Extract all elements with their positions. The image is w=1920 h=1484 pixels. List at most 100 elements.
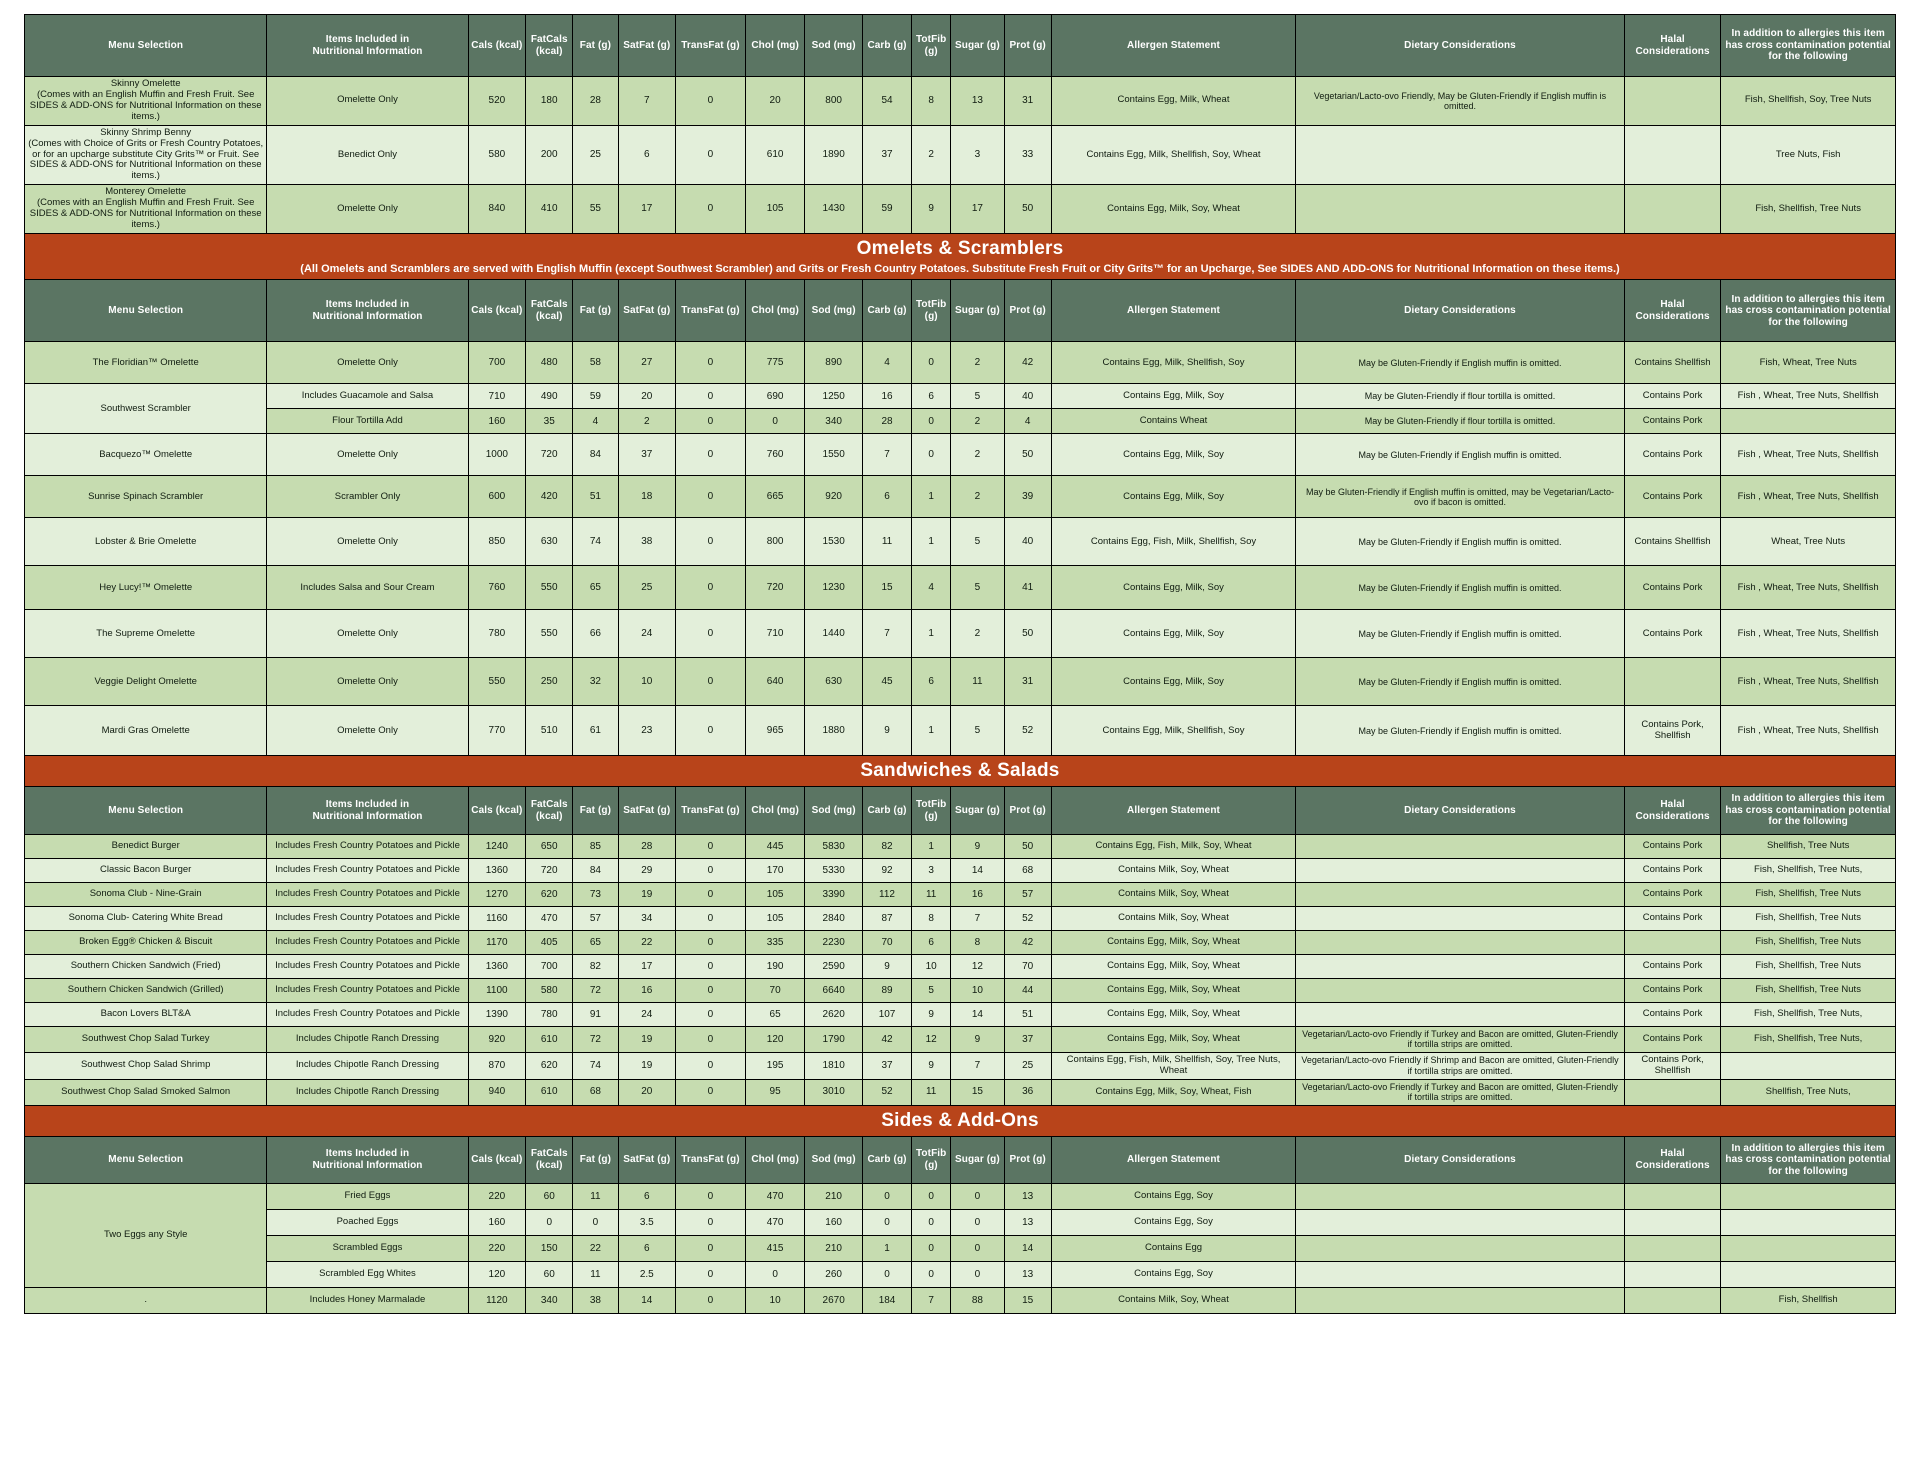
totfib-cell: 1 (911, 517, 952, 567)
menu-selection-cell: Skinny Omelette (Comes with an English Mu… (23, 76, 268, 126)
table-row: Skinny Omelette (Comes with an English Mu… (23, 76, 1896, 126)
column-header-row: Menu Selection Items Included in Nutrition… (23, 279, 1896, 343)
cross-contamination-cell: Fish, Shellfish, Tree Nuts (1720, 905, 1896, 931)
prot-cell: 33 (1003, 124, 1052, 186)
dietary-cell: Vegetarian/Lacto-ovo Friendly if Turkey … (1295, 1025, 1625, 1053)
cals-cell: 1360 (467, 857, 527, 883)
menu-selection-cell: Southwest Chop Salad Shrimp (23, 1051, 268, 1080)
cals-cell: 760 (467, 565, 527, 611)
menu-selection-cell: Monterey Omelette (Comes with an English … (23, 184, 268, 234)
transfat-cell: 0 (675, 383, 746, 410)
fatcals-cell: 490 (525, 383, 574, 410)
chol-header: Chol (mg) (744, 1135, 806, 1184)
fat-cell: 73 (572, 881, 619, 907)
sod-cell: 5830 (804, 833, 863, 859)
sugar-cell: 2 (950, 408, 1005, 435)
items-included-cell: Includes Chipotle Ranch Dressing (266, 1078, 469, 1106)
prot-cell: 50 (1003, 184, 1052, 234)
prot-header: Prot (g) (1003, 279, 1052, 343)
prot-cell: 25 (1003, 1051, 1052, 1080)
cross-contamination-cell: Fish, Shellfish, Tree Nuts, (1720, 857, 1896, 883)
items-included-cell: Flour Tortilla Add (266, 408, 469, 435)
chol-cell: 190 (744, 953, 806, 979)
transfat-header: TransFat (g) (675, 1135, 746, 1184)
menu-selection-cell: Southwest Chop Salad Turkey (23, 1025, 268, 1053)
cross-contamination-cell: Fish , Wheat, Tree Nuts, Shellfish (1720, 565, 1896, 611)
prot-cell: 50 (1003, 833, 1052, 859)
halal-cell (1623, 1287, 1722, 1314)
sod-cell: 6640 (804, 977, 863, 1003)
allergen-cell: Contains Egg, Fish, Milk, Shellfish, Soy… (1050, 1051, 1297, 1080)
satfat-cell: 34 (617, 905, 677, 931)
allergen-cell: Contains Egg, Milk, Soy, Wheat (1050, 1001, 1297, 1027)
carb-cell: 15 (861, 565, 913, 611)
table-row: Skinny Shrimp Benny (Comes with Choice of… (23, 124, 1896, 186)
fat-cell: 84 (572, 433, 619, 477)
carb-header: Carb (g) (861, 14, 913, 77)
prot-cell: 40 (1003, 383, 1052, 410)
dietary-header: Dietary Considerations (1295, 786, 1625, 835)
items-included-cell: Includes Fresh Country Potatoes and Pick… (266, 953, 469, 979)
chol-cell: 0 (744, 408, 806, 435)
fatcals-cell: 470 (525, 905, 574, 931)
sugar-cell: 7 (950, 1051, 1005, 1080)
transfat-cell: 0 (675, 657, 746, 707)
cals-cell: 710 (467, 383, 527, 410)
table-row: Mardi Gras Omelette Omelette Only 770 510 61… (23, 705, 1896, 757)
fatcals-cell: 610 (525, 1025, 574, 1053)
prot-cell: 41 (1003, 565, 1052, 611)
chol-cell: 120 (744, 1025, 806, 1053)
cals-cell: 850 (467, 517, 527, 567)
sugar-cell: 13 (950, 76, 1005, 126)
halal-cell: Contains Pork (1623, 857, 1722, 883)
prot-header: Prot (g) (1003, 14, 1052, 77)
prot-cell: 14 (1003, 1235, 1052, 1262)
transfat-header: TransFat (g) (675, 786, 746, 835)
allergen-cell: Contains Egg, Milk, Shellfish, Soy (1050, 341, 1297, 385)
halal-header: Halal Considerations (1623, 1135, 1722, 1184)
cross-contamination-cell (1720, 1261, 1896, 1288)
allergen-cell: Contains Milk, Soy, Wheat (1050, 857, 1297, 883)
totfib-cell: 0 (911, 1183, 952, 1210)
items-included-cell: Scrambled Eggs (266, 1235, 469, 1262)
dietary-cell (1295, 929, 1625, 955)
menu-selection-cell: Benedict Burger (23, 833, 268, 859)
section-banner-row: Sandwiches & Salads (24, 755, 1896, 788)
cross-contamination-cell: Fish, Shellfish, Tree Nuts (1720, 929, 1896, 955)
halal-cell: Contains Pork (1623, 905, 1722, 931)
dietary-cell: Vegetarian/Lacto-ovo Friendly if Shrimp … (1295, 1051, 1625, 1080)
totfib-cell: 6 (911, 929, 952, 955)
sod-cell: 1230 (804, 565, 863, 611)
allergen-cell: Contains Egg, Milk, Soy, Wheat, Fish (1050, 1078, 1297, 1106)
fatcals-cell: 35 (525, 408, 574, 435)
fat-cell: 58 (572, 341, 619, 385)
allergen-cell: Contains Egg, Milk, Soy, Wheat (1050, 1025, 1297, 1053)
cals-cell: 220 (467, 1183, 527, 1210)
sod-cell: 1440 (804, 609, 863, 659)
fat-cell: 74 (572, 517, 619, 567)
table-row: Bacquezo™ Omelette Omelette Only 1000 720 84… (23, 433, 1896, 477)
fat-cell: 25 (572, 124, 619, 186)
allergen-cell: Contains Egg, Milk, Soy (1050, 657, 1297, 707)
allergen-cell: Contains Egg, Milk, Soy (1050, 383, 1297, 410)
chol-cell: 710 (744, 609, 806, 659)
prot-cell: 39 (1003, 475, 1052, 519)
prot-cell: 13 (1003, 1183, 1052, 1210)
fatcals-header: FatCals (kcal) (525, 279, 574, 343)
fatcals-cell: 420 (525, 475, 574, 519)
cals-header: Cals (kcal) (467, 279, 527, 343)
section-banner: Sandwiches & Salads (24, 755, 1896, 788)
cals-cell: 600 (467, 475, 527, 519)
cals-cell: 1160 (467, 905, 527, 931)
totfib-cell: 1 (911, 475, 952, 519)
sod-cell: 800 (804, 76, 863, 126)
allergen-cell: Contains Egg, Soy (1050, 1209, 1297, 1236)
allergen-cell: Contains Wheat (1050, 408, 1297, 435)
allergen-cell: Contains Milk, Soy, Wheat (1050, 1287, 1297, 1314)
nutrition-table-body: Menu Selection Items Included in Nutrition… (23, 14, 1896, 1314)
totfib-cell: 11 (911, 1078, 952, 1106)
items-included-cell: Scrambler Only (266, 475, 469, 519)
sod-cell: 1530 (804, 517, 863, 567)
dietary-cell: May be Gluten-Friendly if English muffin… (1295, 341, 1625, 385)
halal-cell (1623, 1261, 1722, 1288)
